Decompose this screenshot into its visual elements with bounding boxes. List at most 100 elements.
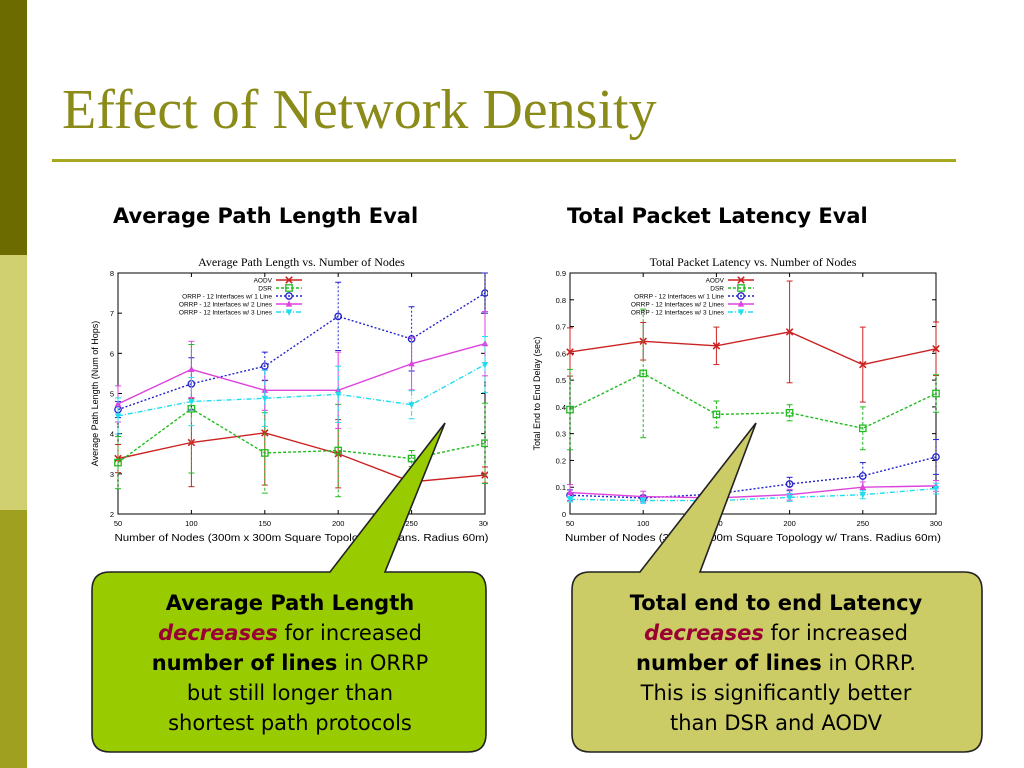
- right-callout-after: in ORRP.: [821, 651, 916, 675]
- legend-label: AODV: [254, 278, 273, 285]
- x-axis-label: Number of Nodes (300m x 300m Square Topo…: [565, 532, 941, 544]
- x-tick-label: 100: [637, 519, 650, 528]
- y-tick-label: 0.2: [556, 456, 566, 465]
- data-point: [712, 410, 721, 419]
- data-point: [187, 438, 196, 447]
- y-tick-label: 3: [110, 470, 114, 479]
- series-0: [566, 280, 940, 403]
- y-tick-label: 6: [110, 349, 114, 358]
- data-point: [932, 389, 940, 398]
- chart-title: Average Path Length vs. Number of Nodes: [198, 255, 405, 269]
- data-point: [932, 345, 940, 353]
- data-point: [932, 453, 940, 461]
- series-4: [114, 335, 488, 435]
- y-tick-label: 0.6: [556, 349, 566, 358]
- legend-label: ORRP - 12 Interfaces w/ 3 Lines: [179, 310, 273, 317]
- sidebar-band-dark: [0, 0, 27, 255]
- chart-title: Total Packet Latency vs. Number of Nodes: [650, 255, 857, 269]
- data-point: [639, 369, 648, 378]
- data-point: [260, 362, 269, 371]
- legend-label: ORRP - 12 Interfaces w/ 2 Lines: [631, 302, 725, 309]
- data-point: [566, 496, 574, 504]
- series-line: [569, 331, 937, 366]
- x-tick-label: 50: [566, 519, 574, 528]
- legend-marker: [737, 300, 745, 307]
- data-point: [114, 458, 122, 467]
- legend-marker: [285, 292, 293, 300]
- slide-title: Effect of Network Density: [62, 79, 657, 141]
- series-line: [569, 372, 937, 430]
- left-callout-line5: shortest path protocols: [168, 711, 412, 735]
- sidebar-decoration: [0, 0, 27, 768]
- y-tick-label: 5: [110, 390, 114, 399]
- legend-marker: [737, 292, 745, 300]
- data-point: [859, 483, 866, 490]
- series-line: [569, 485, 937, 499]
- legend-marker: [737, 309, 745, 316]
- y-tick-label: 0.1: [556, 483, 566, 492]
- right-callout-bold: number of lines: [636, 651, 822, 675]
- legend-marker: [285, 309, 293, 316]
- right-callout-mid: for increased: [763, 621, 908, 645]
- y-tick-label: 4: [110, 430, 114, 439]
- series-line: [117, 363, 486, 417]
- data-point: [566, 488, 574, 496]
- legend-label: ORRP - 12 Interfaces w/ 3 Lines: [631, 310, 725, 317]
- data-point: [785, 408, 794, 417]
- legend-label: AODV: [706, 278, 725, 285]
- data-point: [785, 480, 794, 488]
- y-tick-label: 0.7: [556, 323, 566, 332]
- legend-label: DSR: [258, 286, 272, 293]
- x-tick-label: 200: [332, 519, 345, 528]
- left-callout-line1: Average Path Length: [165, 591, 415, 615]
- left-callout-text: Average Path Length decreases for increa…: [104, 588, 476, 738]
- data-point: [932, 485, 940, 493]
- left-callout-line4: but still longer than: [186, 681, 394, 705]
- data-point: [408, 402, 415, 409]
- series-line: [117, 292, 486, 411]
- x-tick-label: 250: [857, 519, 870, 528]
- left-callout-bubble: [91, 422, 487, 753]
- data-point: [858, 472, 867, 480]
- left-callout-bold: number of lines: [151, 651, 338, 675]
- data-point: [858, 424, 867, 433]
- data-point: [261, 386, 268, 393]
- data-point: [261, 395, 268, 403]
- data-point: [335, 391, 342, 399]
- left-callout-after: in ORRP: [337, 651, 429, 675]
- data-point: [481, 289, 488, 297]
- data-point: [114, 413, 122, 420]
- legend-label: ORRP - 12 Interfaces w/ 1 Line: [634, 294, 724, 301]
- path-length-chart: Average Path Length vs. Number of Nodes 2…: [90, 255, 488, 544]
- data-point: [481, 339, 488, 347]
- right-callout-emphasis: decreases: [644, 621, 764, 645]
- data-point: [786, 494, 793, 502]
- x-tick-label: 150: [259, 519, 272, 528]
- y-tick-label: 0.5: [556, 376, 566, 385]
- legend-marker: [285, 300, 293, 307]
- legend-marker: [285, 276, 293, 284]
- data-point: [188, 398, 195, 406]
- legend-label: ORRP - 12 Interfaces w/ 1 Line: [182, 294, 272, 301]
- left-callout-mid: for increased: [277, 621, 422, 645]
- data-point: [640, 498, 647, 505]
- right-subtitle: Total Packet Latency Eval: [567, 204, 868, 228]
- y-tick-label: 7: [110, 309, 114, 318]
- y-tick-label: 0.4: [556, 403, 566, 412]
- data-point: [859, 360, 867, 369]
- data-point: [260, 449, 269, 457]
- y-axis-label: Total End to End Delay (sec): [532, 336, 542, 450]
- data-point: [712, 342, 721, 350]
- y-tick-label: 0.9: [556, 269, 566, 278]
- right-callout-line1: Total end to end Latency: [629, 591, 923, 615]
- right-callout-text: Total end to end Latency decreases for i…: [583, 588, 969, 738]
- data-point: [334, 446, 343, 455]
- plot-frame: [569, 272, 937, 515]
- title-rule: [52, 159, 956, 162]
- latency-chart: Total Packet Latency vs. Number of Nodes…: [532, 255, 942, 544]
- data-point: [481, 439, 488, 448]
- data-point: [481, 361, 488, 369]
- right-callout-line4: This is significantly better: [640, 681, 912, 705]
- x-tick-label: 250: [405, 519, 418, 528]
